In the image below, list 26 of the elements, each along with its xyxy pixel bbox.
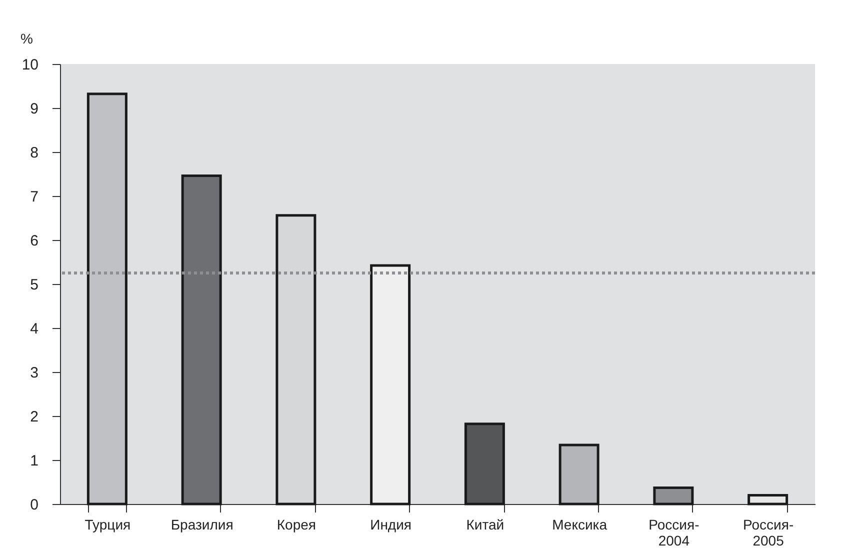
bar <box>181 174 222 506</box>
x-tick-label: Индия <box>370 516 412 532</box>
y-tick-label: 7 <box>30 188 38 206</box>
y-tick-label: 0 <box>30 496 38 514</box>
y-axis-title: % <box>20 30 33 46</box>
bar <box>653 486 694 506</box>
y-tick-label: 1 <box>30 452 38 470</box>
bar <box>464 422 505 506</box>
y-tick-label: 9 <box>30 100 38 118</box>
y-tick-label: 2 <box>30 408 38 426</box>
x-tick-label: Турция <box>84 516 131 532</box>
y-tick-label: 5 <box>30 276 38 294</box>
x-tick-label: Мексика <box>552 516 608 532</box>
y-tick-label: 6 <box>30 232 38 250</box>
y-tick-label: 10 <box>22 56 38 74</box>
x-tick-label: Россия-2004 <box>648 516 700 548</box>
y-tick-label: 8 <box>30 144 38 162</box>
bar <box>86 92 128 506</box>
x-tick-label: Бразилия <box>170 516 234 532</box>
bar <box>558 444 600 506</box>
bar <box>370 264 411 506</box>
x-tick-label: Россия-2005 <box>743 516 794 548</box>
x-tick-label: Китай <box>466 516 504 532</box>
x-tick-label: Корея <box>276 516 316 532</box>
y-tick-label: 4 <box>30 320 38 338</box>
y-tick-label: 3 <box>30 364 38 382</box>
